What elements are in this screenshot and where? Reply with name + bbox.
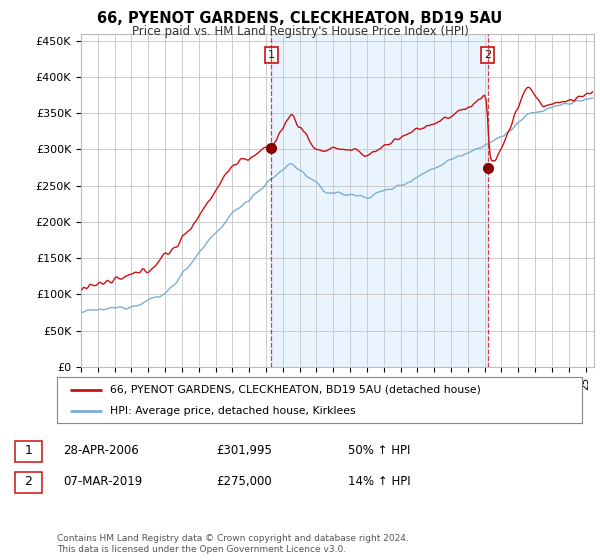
- Text: 07-MAR-2019: 07-MAR-2019: [63, 475, 142, 488]
- Text: 50% ↑ HPI: 50% ↑ HPI: [348, 444, 410, 458]
- Text: 28-APR-2006: 28-APR-2006: [63, 444, 139, 458]
- Text: HPI: Average price, detached house, Kirklees: HPI: Average price, detached house, Kirk…: [110, 407, 355, 416]
- Text: 66, PYENOT GARDENS, CLECKHEATON, BD19 5AU (detached house): 66, PYENOT GARDENS, CLECKHEATON, BD19 5A…: [110, 385, 481, 395]
- Text: 66, PYENOT GARDENS, CLECKHEATON, BD19 5AU: 66, PYENOT GARDENS, CLECKHEATON, BD19 5A…: [97, 11, 503, 26]
- Text: £301,995: £301,995: [216, 444, 272, 458]
- Text: 14% ↑ HPI: 14% ↑ HPI: [348, 475, 410, 488]
- Text: £275,000: £275,000: [216, 475, 272, 488]
- Text: 2: 2: [484, 50, 491, 60]
- Text: 1: 1: [24, 444, 32, 458]
- Text: 2: 2: [24, 475, 32, 488]
- Text: Price paid vs. HM Land Registry's House Price Index (HPI): Price paid vs. HM Land Registry's House …: [131, 25, 469, 38]
- Text: 1: 1: [268, 50, 275, 60]
- Text: Contains HM Land Registry data © Crown copyright and database right 2024.
This d: Contains HM Land Registry data © Crown c…: [57, 534, 409, 554]
